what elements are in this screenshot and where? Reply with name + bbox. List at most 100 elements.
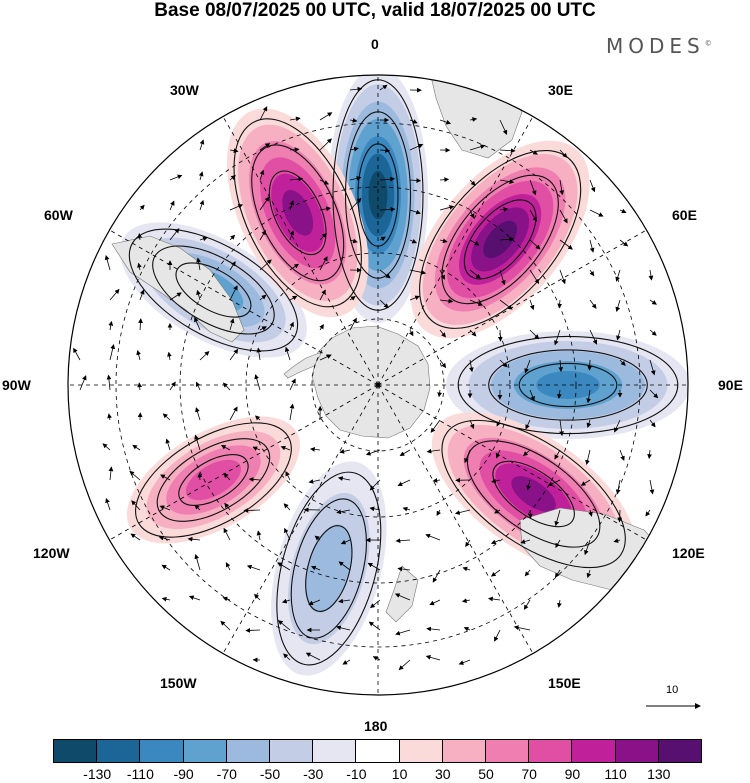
wind-vector xyxy=(104,254,111,271)
wind-vector xyxy=(648,269,654,281)
streamline-ring xyxy=(466,440,601,548)
wind-vector xyxy=(130,533,141,541)
wind-vector xyxy=(649,299,657,305)
wind-vector xyxy=(372,656,381,661)
wind-vector xyxy=(108,466,114,481)
wind-vector xyxy=(547,479,561,486)
anomaly-band xyxy=(536,371,600,399)
wind-vector xyxy=(319,289,326,301)
wind-vector xyxy=(259,169,265,181)
wind-vector xyxy=(397,566,411,572)
wind-vector xyxy=(229,318,235,331)
legend-swatch xyxy=(485,739,530,763)
wind-vector xyxy=(284,346,291,361)
wind-vector xyxy=(379,236,386,242)
wind-vector xyxy=(409,238,418,244)
wind-vector xyxy=(289,147,300,152)
wind-vector xyxy=(336,509,351,515)
wind-vector xyxy=(647,449,652,459)
wind-vector xyxy=(557,299,563,309)
polar-map xyxy=(67,74,701,709)
streamline-ring xyxy=(488,349,648,421)
wind-vector xyxy=(439,205,455,211)
wind-vector xyxy=(589,239,595,253)
lon-label-60e: 60E xyxy=(672,207,697,223)
wind-vector xyxy=(229,261,236,271)
anomaly-band xyxy=(511,476,556,512)
wind-vector xyxy=(199,199,205,211)
contour-negative-165W xyxy=(276,471,382,666)
lon-label-120w: 120W xyxy=(33,545,70,561)
wind-vector xyxy=(259,294,267,301)
wind-vector xyxy=(615,299,621,312)
wind-vector xyxy=(79,375,87,391)
wind-vector xyxy=(524,569,531,577)
wind-vector xyxy=(499,269,506,286)
wind-vector xyxy=(529,239,541,250)
wind-vector xyxy=(223,527,231,541)
latitude-circle xyxy=(311,318,445,452)
wind-vector xyxy=(336,625,351,631)
wind-vector xyxy=(559,149,568,158)
wind-vector xyxy=(559,419,564,437)
wind-vector xyxy=(169,228,180,241)
wind-vector xyxy=(222,382,231,391)
legend-swatch xyxy=(225,739,271,763)
wind-vector xyxy=(319,256,328,271)
wind-vector xyxy=(469,299,484,306)
wind-vector xyxy=(339,449,351,454)
streamline-ring xyxy=(463,199,537,280)
wind-vector xyxy=(439,359,447,369)
wind-vector xyxy=(439,177,450,183)
streamline-ring xyxy=(419,149,582,329)
lon-label-0: 0 xyxy=(371,36,379,52)
lon-label-60w: 60W xyxy=(44,207,73,223)
meridian-line xyxy=(109,384,379,541)
wind-vector xyxy=(197,472,203,481)
wind-vector xyxy=(223,472,231,481)
wind-vector xyxy=(469,239,480,246)
wind-vector xyxy=(469,144,486,151)
wind-vector xyxy=(554,449,561,460)
legend-swatch xyxy=(53,739,98,763)
antarctic-peninsula xyxy=(283,351,323,379)
wind-vector xyxy=(409,178,422,183)
streamline-ring xyxy=(305,525,353,612)
streamline-ring xyxy=(518,362,618,408)
wind-vector xyxy=(259,196,270,211)
legend-swatch xyxy=(398,739,443,763)
wind-vector xyxy=(462,566,471,572)
wind-vector xyxy=(559,269,566,285)
legend-tick-label: 90 xyxy=(564,766,581,782)
wind-vector xyxy=(289,321,294,331)
wind-vector xyxy=(246,564,261,571)
wind-vector xyxy=(229,285,238,301)
wind-vector xyxy=(559,179,565,196)
wind-vector xyxy=(499,119,508,135)
wind-vector xyxy=(586,569,592,579)
wind-vector xyxy=(277,620,291,631)
streamline-ring xyxy=(441,419,626,569)
wind-vector xyxy=(523,599,531,610)
new-zealand xyxy=(385,565,419,623)
wind-vector xyxy=(159,505,171,511)
wind-vector xyxy=(139,204,145,211)
wind-vector xyxy=(559,209,568,224)
wind-vector xyxy=(283,503,291,511)
lon-label-180: 180 xyxy=(364,718,388,734)
wind-vector xyxy=(469,329,477,337)
wind-vector xyxy=(309,447,321,452)
wind-vector xyxy=(499,179,515,184)
wind-vector xyxy=(220,445,231,451)
wind-vector xyxy=(494,508,501,514)
wind-vector xyxy=(555,539,561,549)
wind-vector xyxy=(308,599,321,606)
wind-vector xyxy=(397,479,411,486)
legend-tick-label: -130 xyxy=(83,766,112,782)
wind-vector xyxy=(586,389,591,404)
wind-vector xyxy=(619,359,626,366)
wind-vector xyxy=(379,299,389,309)
legend-tick-label: 30 xyxy=(435,766,451,782)
anomaly-band xyxy=(368,170,388,220)
anomaly-band xyxy=(305,524,353,613)
